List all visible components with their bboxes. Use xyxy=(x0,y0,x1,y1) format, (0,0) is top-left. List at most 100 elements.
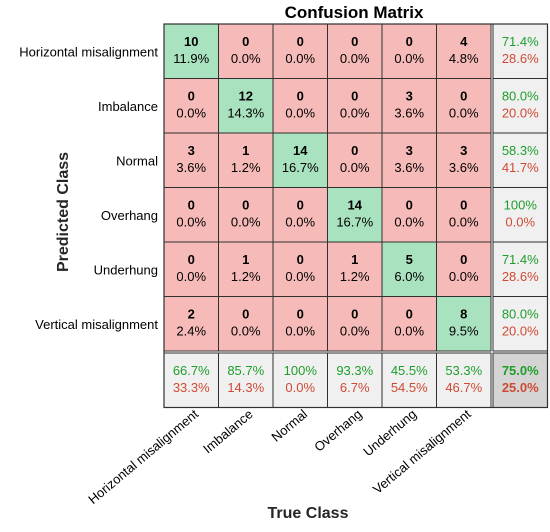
cell-count: 0 xyxy=(297,34,304,49)
cell-count: 3 xyxy=(460,143,467,158)
cell-count: 1 xyxy=(242,143,249,158)
cell-percent: 0.0% xyxy=(394,215,424,230)
matrix-cell xyxy=(163,241,219,297)
row-summary-cell xyxy=(492,132,548,188)
col-class-label: Overhang xyxy=(311,406,364,454)
matrix-cell xyxy=(436,296,492,352)
row-error: 28.6% xyxy=(502,269,539,284)
matrix-cell xyxy=(381,241,437,297)
col-error: 0.0% xyxy=(285,380,315,395)
cell-percent: 0.0% xyxy=(340,324,370,339)
row-class-label: Underhung xyxy=(94,262,158,277)
cell-count: 0 xyxy=(351,34,358,49)
matrix-frame xyxy=(163,23,549,409)
cell-percent: 0.0% xyxy=(285,106,315,121)
cell-count: 0 xyxy=(242,34,249,49)
overall-accuracy: 75.0% xyxy=(502,363,539,378)
row-precision: 80.0% xyxy=(502,307,539,322)
row-class-label: Imbalance xyxy=(98,99,158,114)
cell-count: 2 xyxy=(188,307,195,322)
cell-percent: 6.0% xyxy=(394,269,424,284)
col-error: 6.7% xyxy=(340,380,370,395)
row-precision: 71.4% xyxy=(502,252,539,267)
col-error: 54.5% xyxy=(391,380,428,395)
cell-count: 0 xyxy=(297,307,304,322)
row-precision: 80.0% xyxy=(502,89,539,104)
matrix-cell xyxy=(327,132,383,188)
col-summary-cell xyxy=(272,352,328,408)
y-axis-label: Predicted Class xyxy=(55,152,72,272)
cell-percent: 0.0% xyxy=(231,324,261,339)
cell-count: 0 xyxy=(460,198,467,213)
cell-count: 0 xyxy=(406,307,413,322)
row-class-label: Horizontal misalignment xyxy=(19,44,158,59)
x-axis-label: True Class xyxy=(268,505,349,522)
cell-count: 0 xyxy=(351,307,358,322)
cell-percent: 4.8% xyxy=(449,51,479,66)
cell-count: 0 xyxy=(242,307,249,322)
matrix-cell xyxy=(436,187,492,243)
cell-count: 4 xyxy=(460,34,468,49)
matrix-cell xyxy=(381,132,437,188)
row-summary-cell xyxy=(492,187,548,243)
matrix-cell xyxy=(327,241,383,297)
cell-percent: 1.2% xyxy=(340,269,370,284)
cell-percent: 3.6% xyxy=(449,160,479,175)
col-recall: 45.5% xyxy=(391,363,428,378)
col-summary-cell xyxy=(436,352,492,408)
col-recall: 85.7% xyxy=(227,363,264,378)
col-recall: 100% xyxy=(284,363,318,378)
row-error: 28.6% xyxy=(502,51,539,66)
col-class-label: Normal xyxy=(268,406,310,444)
col-error: 46.7% xyxy=(445,380,482,395)
matrix-cell xyxy=(218,23,274,79)
col-summary-cell xyxy=(163,352,219,408)
cell-percent: 16.7% xyxy=(282,160,319,175)
cell-percent: 0.0% xyxy=(340,106,370,121)
cell-count: 5 xyxy=(406,252,413,267)
cell-count: 0 xyxy=(406,34,413,49)
cell-count: 0 xyxy=(297,252,304,267)
cell-count: 0 xyxy=(351,89,358,104)
row-class-label: Vertical misalignment xyxy=(35,317,158,332)
cell-count: 12 xyxy=(239,89,253,104)
cell-count: 1 xyxy=(351,252,358,267)
chart-title: Confusion Matrix xyxy=(285,3,424,22)
matrix-cell xyxy=(327,187,383,243)
cell-count: 0 xyxy=(460,252,467,267)
cell-percent: 9.5% xyxy=(449,324,479,339)
col-class-label: Vertical misalignment xyxy=(370,406,474,497)
matrix-cell xyxy=(436,132,492,188)
cell-count: 10 xyxy=(184,34,198,49)
cell-percent: 11.9% xyxy=(173,51,209,66)
cell-percent: 0.0% xyxy=(176,269,206,284)
cell-percent: 14.3% xyxy=(227,106,264,121)
cell-percent: 16.7% xyxy=(336,215,373,230)
cell-count: 0 xyxy=(242,198,249,213)
row-precision: 100% xyxy=(504,198,538,213)
row-error: 20.0% xyxy=(502,324,539,339)
cell-percent: 2.4% xyxy=(176,324,206,339)
cell-percent: 3.6% xyxy=(394,106,424,121)
cell-percent: 1.2% xyxy=(231,160,261,175)
cell-percent: 0.0% xyxy=(449,215,479,230)
matrix-cell xyxy=(436,78,492,134)
matrix-cell xyxy=(381,296,437,352)
cell-count: 0 xyxy=(297,198,304,213)
matrix-cell xyxy=(272,187,328,243)
cell-count: 0 xyxy=(460,89,467,104)
matrix-cell xyxy=(327,78,383,134)
row-precision: 71.4% xyxy=(502,34,539,49)
cell-count: 0 xyxy=(297,89,304,104)
cell-percent: 0.0% xyxy=(231,215,261,230)
row-error: 41.7% xyxy=(502,160,539,175)
col-class-label: Imbalance xyxy=(200,406,256,456)
cell-percent: 0.0% xyxy=(285,215,315,230)
cell-percent: 0.0% xyxy=(285,51,315,66)
col-class-label: Horizontal misalignment xyxy=(85,406,201,507)
cell-count: 0 xyxy=(188,252,195,267)
col-recall: 66.7% xyxy=(173,363,210,378)
cell-count: 8 xyxy=(460,307,467,322)
matrix-cell xyxy=(163,296,219,352)
